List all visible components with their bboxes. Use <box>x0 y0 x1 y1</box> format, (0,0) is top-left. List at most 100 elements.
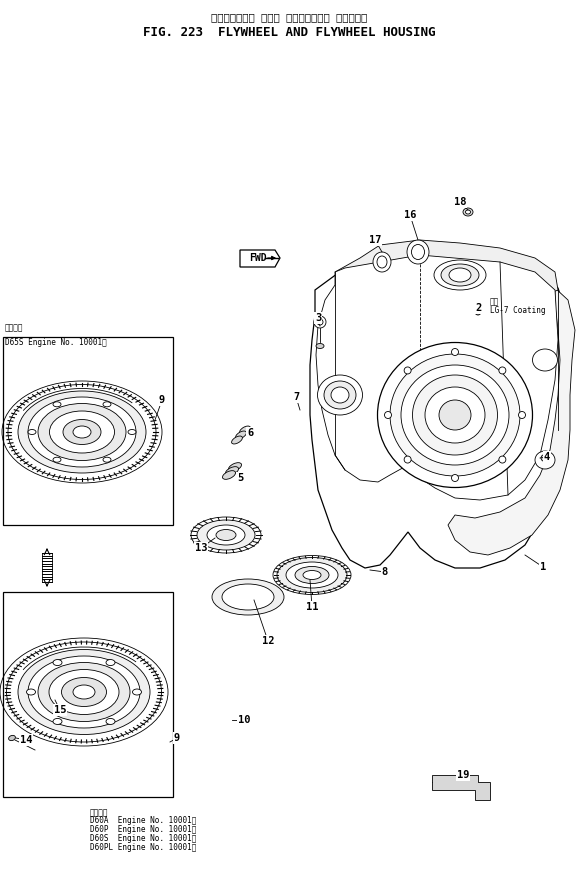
Ellipse shape <box>452 474 459 481</box>
Ellipse shape <box>222 471 236 480</box>
Ellipse shape <box>466 210 471 214</box>
Ellipse shape <box>401 365 509 465</box>
Ellipse shape <box>27 689 35 695</box>
Text: 16: 16 <box>404 210 416 220</box>
Ellipse shape <box>18 391 146 473</box>
Text: LG-7 Coating: LG-7 Coating <box>490 305 545 314</box>
Ellipse shape <box>8 385 156 480</box>
Ellipse shape <box>441 264 479 286</box>
Ellipse shape <box>519 412 526 419</box>
Ellipse shape <box>53 659 62 665</box>
Ellipse shape <box>439 400 471 430</box>
Ellipse shape <box>475 309 481 315</box>
Ellipse shape <box>128 429 136 435</box>
Ellipse shape <box>197 520 255 550</box>
Ellipse shape <box>106 659 115 665</box>
Ellipse shape <box>53 718 62 724</box>
Ellipse shape <box>499 367 506 374</box>
Text: フライホイール および フライホイール ハウジング: フライホイール および フライホイール ハウジング <box>211 12 367 22</box>
Text: D60PL Engine No. 10001～: D60PL Engine No. 10001～ <box>90 843 196 852</box>
Text: 12: 12 <box>262 636 274 646</box>
Text: D60P  Engine No. 10001～: D60P Engine No. 10001～ <box>90 825 196 834</box>
Ellipse shape <box>49 411 115 453</box>
Polygon shape <box>316 255 558 500</box>
Ellipse shape <box>73 685 95 699</box>
Ellipse shape <box>277 558 347 592</box>
Text: 6: 6 <box>247 428 253 438</box>
Ellipse shape <box>28 656 140 728</box>
Text: 3: 3 <box>315 313 321 323</box>
Ellipse shape <box>303 570 321 580</box>
Ellipse shape <box>28 429 36 435</box>
Ellipse shape <box>207 525 245 545</box>
Text: 5: 5 <box>237 473 243 483</box>
Text: 11: 11 <box>306 602 318 612</box>
Ellipse shape <box>295 567 329 583</box>
Ellipse shape <box>63 420 101 444</box>
Ellipse shape <box>412 375 497 455</box>
Polygon shape <box>3 337 173 525</box>
Polygon shape <box>240 250 280 267</box>
Ellipse shape <box>38 404 126 460</box>
Text: 7: 7 <box>293 392 299 402</box>
Ellipse shape <box>222 584 274 610</box>
Polygon shape <box>432 775 490 800</box>
Text: FWD: FWD <box>249 253 267 263</box>
Ellipse shape <box>6 642 162 742</box>
Ellipse shape <box>133 689 141 695</box>
Ellipse shape <box>18 649 150 735</box>
Ellipse shape <box>225 466 239 475</box>
Text: 17: 17 <box>369 235 381 245</box>
Ellipse shape <box>434 260 486 290</box>
Ellipse shape <box>407 240 429 264</box>
Text: 18: 18 <box>454 197 466 207</box>
Text: 9: 9 <box>159 395 165 405</box>
Ellipse shape <box>377 256 387 268</box>
Text: D65S Engine No. 10001～: D65S Engine No. 10001～ <box>5 338 107 347</box>
Text: 9: 9 <box>174 733 180 743</box>
Text: 13: 13 <box>195 543 207 553</box>
Ellipse shape <box>533 349 558 371</box>
Text: D60A  Engine No. 10001～: D60A Engine No. 10001～ <box>90 816 196 825</box>
Ellipse shape <box>286 562 338 588</box>
Ellipse shape <box>449 268 471 282</box>
Ellipse shape <box>240 426 250 434</box>
Ellipse shape <box>53 402 61 407</box>
Text: 2: 2 <box>475 303 481 313</box>
Ellipse shape <box>28 397 136 467</box>
Ellipse shape <box>384 412 391 419</box>
Ellipse shape <box>541 454 549 461</box>
Text: 8: 8 <box>382 567 388 577</box>
Ellipse shape <box>317 319 323 325</box>
Ellipse shape <box>106 718 115 724</box>
Ellipse shape <box>412 245 424 260</box>
Ellipse shape <box>9 736 16 741</box>
Ellipse shape <box>49 670 119 715</box>
Ellipse shape <box>53 458 61 462</box>
Ellipse shape <box>535 451 555 469</box>
Ellipse shape <box>103 402 111 407</box>
Ellipse shape <box>404 367 411 374</box>
Text: D60S  Engine No. 10001～: D60S Engine No. 10001～ <box>90 834 196 843</box>
Text: 適用号機: 適用号機 <box>5 323 24 332</box>
Ellipse shape <box>378 342 533 488</box>
Ellipse shape <box>229 463 241 472</box>
Polygon shape <box>448 288 575 555</box>
Text: 15: 15 <box>54 705 66 715</box>
Ellipse shape <box>390 354 520 476</box>
Ellipse shape <box>324 381 356 409</box>
Ellipse shape <box>373 252 391 272</box>
Ellipse shape <box>404 456 411 463</box>
Ellipse shape <box>61 678 107 707</box>
Ellipse shape <box>212 579 284 615</box>
Ellipse shape <box>232 436 243 444</box>
Polygon shape <box>3 592 173 797</box>
Ellipse shape <box>314 316 326 328</box>
Ellipse shape <box>452 348 459 356</box>
Ellipse shape <box>236 431 247 439</box>
Ellipse shape <box>499 456 506 463</box>
Ellipse shape <box>331 387 349 403</box>
Ellipse shape <box>425 387 485 443</box>
Polygon shape <box>335 240 558 295</box>
Text: 塗布: 塗布 <box>490 297 499 306</box>
